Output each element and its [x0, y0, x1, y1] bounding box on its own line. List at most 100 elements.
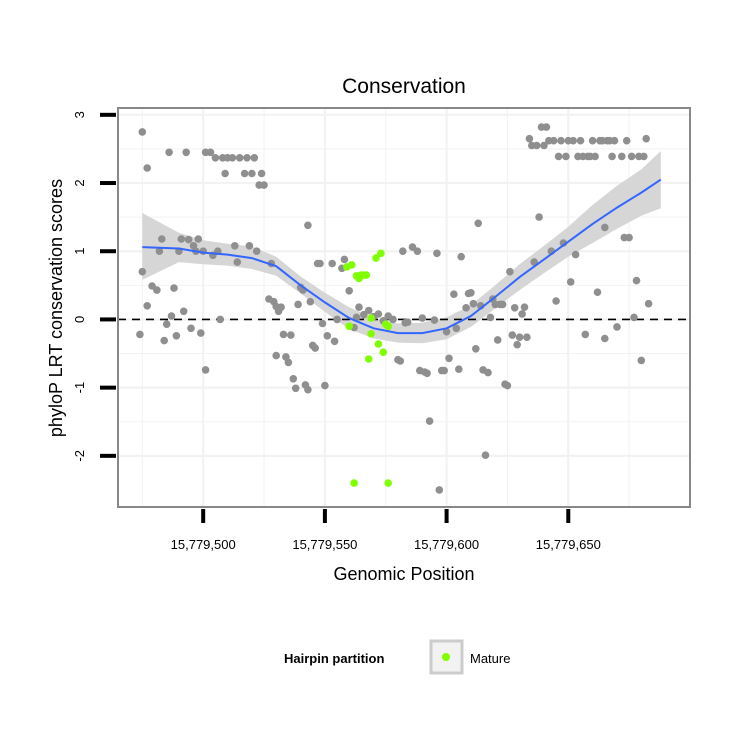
- data-point: [330, 337, 339, 346]
- data-point: [184, 235, 193, 244]
- data-point: [158, 235, 166, 243]
- data-point: [525, 134, 534, 143]
- data-point: [627, 152, 636, 161]
- data-point: [284, 358, 293, 367]
- x-tick-label: 15,779,500: [171, 537, 236, 552]
- data-point: [252, 247, 261, 255]
- y-tick-label: 3: [72, 111, 87, 118]
- plot-panel: [117, 107, 691, 508]
- x-tick-label: 15,779,600: [414, 537, 479, 552]
- data-point: [240, 169, 249, 178]
- data-point: [221, 169, 229, 178]
- data-point: [450, 290, 458, 299]
- data-point: [233, 258, 242, 266]
- x-tick-label: 15,779,550: [292, 537, 357, 552]
- data-point: [272, 351, 281, 360]
- data-point: [364, 306, 373, 315]
- data-point: [549, 136, 558, 145]
- data-point: [179, 307, 188, 316]
- data-point: [576, 136, 585, 145]
- data-point: [316, 259, 324, 268]
- data-point: [442, 327, 451, 336]
- data-point: [318, 319, 327, 328]
- data-point: [493, 336, 502, 344]
- data-point: [644, 299, 653, 308]
- mature-point: [347, 261, 356, 269]
- data-point: [418, 314, 427, 322]
- data-point: [467, 289, 475, 297]
- data-point: [637, 356, 646, 365]
- y-tick-label: 2: [72, 179, 87, 186]
- x-axis: 15,779,500 15,779,550 15,779,600 15,779,650: [171, 509, 601, 552]
- data-point: [518, 310, 526, 318]
- data-point: [143, 302, 151, 310]
- data-point: [245, 242, 254, 250]
- data-point: [162, 320, 171, 329]
- mature-point: [374, 340, 383, 348]
- legend-title: Hairpin partition: [284, 651, 384, 666]
- data-point: [484, 368, 492, 377]
- data-point: [160, 336, 168, 345]
- data-point: [413, 247, 422, 255]
- data-point: [138, 267, 147, 276]
- data-point: [642, 134, 650, 143]
- data-point: [216, 315, 224, 324]
- data-point: [396, 357, 405, 365]
- data-point: [323, 332, 332, 340]
- data-point: [165, 148, 173, 157]
- data-point: [506, 267, 514, 276]
- data-point: [194, 235, 203, 243]
- y-axis-title: phyloP LRT conservation scores: [46, 179, 66, 437]
- mature-point: [345, 322, 354, 331]
- data-point: [430, 316, 439, 324]
- data-point: [403, 318, 412, 327]
- data-point: [581, 330, 590, 339]
- data-point: [291, 384, 300, 393]
- data-point: [153, 286, 161, 294]
- data-point: [182, 148, 190, 157]
- data-point: [445, 354, 453, 363]
- data-point: [248, 169, 256, 178]
- x-tick-label: 15,779,650: [536, 537, 601, 552]
- data-point: [503, 381, 512, 390]
- data-point: [279, 330, 288, 339]
- x-axis-title: Genomic Position: [333, 564, 474, 584]
- panel-background: [118, 108, 690, 507]
- y-tick-label: 1: [72, 248, 87, 255]
- data-point: [588, 136, 597, 145]
- data-point: [355, 303, 363, 312]
- data-point: [435, 486, 444, 494]
- data-point: [540, 141, 548, 150]
- data-point: [535, 213, 543, 221]
- data-point: [452, 324, 461, 333]
- legend-key-box: [429, 639, 464, 675]
- data-point: [462, 304, 470, 312]
- data-point: [498, 300, 507, 309]
- data-point: [508, 331, 517, 339]
- data-point: [306, 297, 315, 306]
- data-point: [532, 141, 541, 150]
- data-point: [277, 303, 285, 312]
- data-point: [515, 333, 524, 342]
- data-point: [562, 152, 570, 161]
- data-point: [440, 366, 449, 375]
- data-point: [486, 313, 495, 322]
- data-point: [304, 221, 312, 230]
- data-point: [613, 323, 621, 331]
- mature-point: [350, 479, 358, 487]
- data-point: [289, 375, 298, 383]
- grid-lines: [118, 108, 690, 507]
- mature-point: [379, 348, 388, 357]
- data-point: [481, 451, 490, 460]
- data-point: [170, 284, 178, 292]
- legend: Hairpin partition Mature: [284, 639, 510, 675]
- data-point: [345, 287, 354, 295]
- data-point: [389, 315, 397, 324]
- mature-point: [367, 314, 375, 322]
- data-point: [554, 152, 563, 161]
- data-point: [167, 312, 176, 320]
- data-point: [423, 369, 431, 378]
- data-point: [206, 148, 215, 157]
- data-point: [138, 128, 147, 136]
